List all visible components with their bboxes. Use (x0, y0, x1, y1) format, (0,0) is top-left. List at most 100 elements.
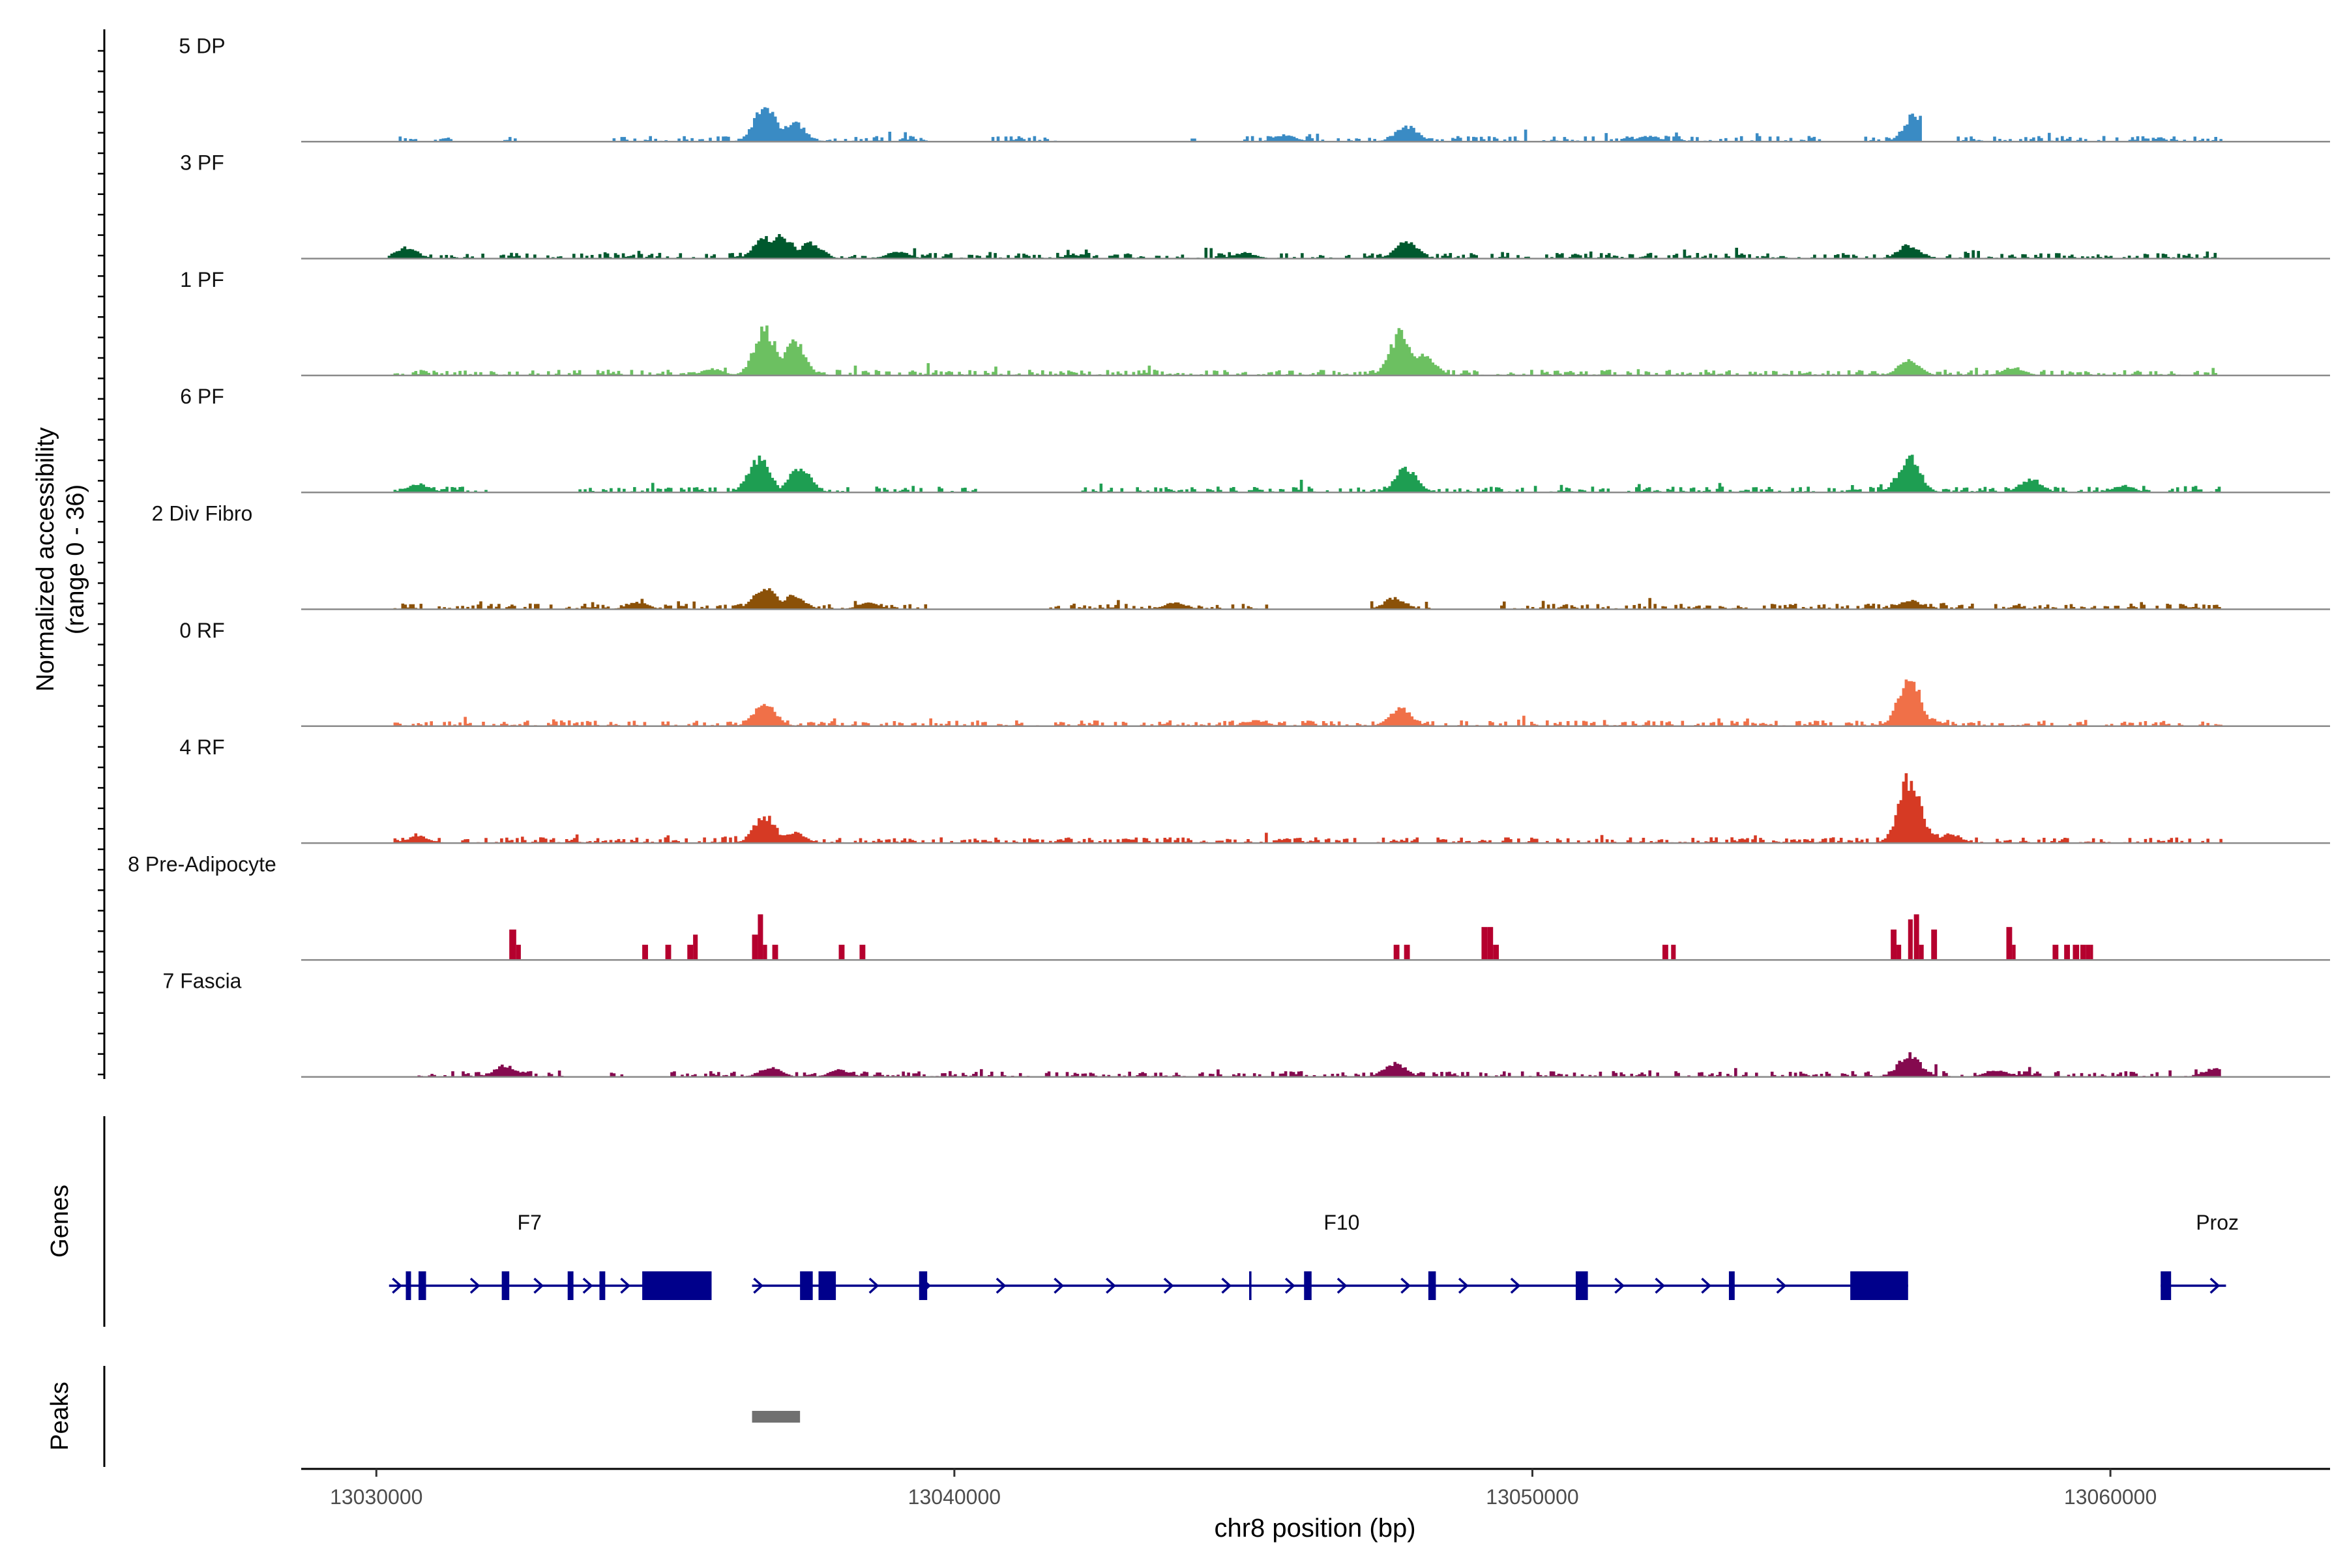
coverage-bar (2052, 945, 2059, 960)
genes-panel-title: Genes (46, 1185, 74, 1258)
x-tick-label: 13060000 (2064, 1485, 2157, 1509)
coverage-bar (838, 945, 845, 960)
gene-exon (642, 1271, 712, 1300)
coverage-area (387, 234, 2220, 259)
strand-arrow (1655, 1277, 1666, 1294)
gene-exon (919, 1271, 928, 1300)
track-label: 3 PF (180, 151, 224, 175)
strand-arrow (1284, 1277, 1295, 1294)
coverage-bar (859, 945, 866, 960)
peak-panel: Peaks (46, 1366, 801, 1467)
coverage-bar (687, 945, 694, 960)
coverage-bar (1919, 945, 1924, 960)
coverage-bar (1481, 926, 1488, 960)
strand-arrow (620, 1277, 631, 1294)
strand-arrow (2209, 1277, 2221, 1294)
track-2-div-fibro: 2 Div Fibro (152, 502, 2330, 610)
gene-f10: F10 (752, 1211, 1908, 1300)
coverage-bar (1671, 945, 1676, 960)
gene-proz: Proz (2161, 1211, 2239, 1300)
gene-label: F7 (518, 1211, 542, 1234)
gene-exon (818, 1271, 836, 1300)
gene-f7: F7 (389, 1211, 712, 1300)
gene-exon (1575, 1271, 1588, 1300)
coverage-bar (1897, 945, 1902, 960)
gene-panel: Genes F7 F10 Proz (46, 1116, 2239, 1327)
gene-exon (1850, 1271, 1908, 1300)
strand-arrow (1458, 1277, 1469, 1294)
track-3-pf: 3 PF (180, 151, 2330, 259)
coverage-area (402, 1052, 2221, 1077)
strand-arrow (868, 1277, 879, 1294)
strand-arrow (1054, 1277, 1065, 1294)
strand-arrow (996, 1277, 1007, 1294)
coverage-bar (1913, 914, 1919, 960)
track-label: 8 Pre-Adipocyte (128, 852, 276, 876)
gene-exon (1304, 1271, 1312, 1300)
strand-arrow (533, 1277, 544, 1294)
coverage-bar (1393, 945, 1400, 960)
coverage-bar (1931, 929, 1938, 960)
track-label: 7 Fascia (163, 969, 242, 993)
track-panel: 5 DP 3 PF 1 PF 6 PF 2 Div Fibro 0 RF 4 RF 8 Pre… (128, 34, 2330, 1078)
track-5-dp: 5 DP (179, 34, 2330, 143)
coverage-bar (516, 945, 521, 960)
coverage-bar (1908, 919, 1913, 960)
coverage-bar (1662, 945, 1668, 960)
strand-arrow (1106, 1277, 1116, 1294)
strand-arrow (1510, 1277, 1521, 1294)
gene-exon (501, 1271, 510, 1300)
track-0-rf: 0 RF (179, 619, 2330, 728)
coverage-area (393, 679, 2222, 727)
track-8-pre-adipocyte: 8 Pre-Adipocyte (128, 852, 2330, 961)
coverage-bar (1404, 945, 1410, 960)
axes: Normalized accessibility (range 0 - 36) 13… (32, 29, 2330, 1543)
coverage-bar (2064, 945, 2071, 960)
gene-label: Proz (2196, 1211, 2239, 1234)
strand-arrow (392, 1277, 402, 1294)
strand-arrow (1614, 1277, 1625, 1294)
coverage-bar (665, 945, 672, 960)
coverage-area (398, 107, 2222, 142)
coverage-area (393, 773, 2222, 844)
track-1-pf: 1 PF (180, 268, 2330, 377)
coverage-bar (693, 934, 698, 960)
y-axis-title-line2: (range 0 - 36) (62, 484, 89, 634)
track-label: 0 RF (179, 619, 224, 642)
coverage-bar (752, 934, 758, 960)
gene-exon (1428, 1271, 1436, 1300)
x-tick-label: 13030000 (330, 1485, 422, 1509)
peaks-panel-title: Peaks (46, 1382, 74, 1451)
gene-exon (1728, 1271, 1735, 1300)
coverage-area (393, 588, 2221, 610)
strand-arrow (753, 1277, 764, 1294)
gene-exon (599, 1271, 606, 1300)
coverage-bar (1493, 945, 1499, 960)
gene-label: F10 (1323, 1211, 1359, 1234)
strand-arrow (1336, 1277, 1348, 1294)
gene-exon (418, 1271, 426, 1300)
track-7-fascia: 7 Fascia (163, 969, 2330, 1078)
track-label: 4 RF (179, 735, 224, 759)
coverage-bar (758, 914, 763, 960)
strand-arrow (1163, 1277, 1174, 1294)
strand-arrow (1221, 1277, 1232, 1294)
strand-arrow (1776, 1277, 1787, 1294)
coverage-bar (763, 945, 767, 960)
gene-exon (567, 1271, 574, 1300)
coverage-bar (2080, 945, 2086, 960)
coverage-area (393, 454, 2221, 493)
x-axis-title: chr8 position (bp) (1214, 1514, 1415, 1543)
peak-region (752, 1411, 801, 1423)
coverage-bar (1487, 926, 1494, 960)
coverage-bar (2006, 926, 2013, 960)
coverage-area (393, 325, 2217, 376)
track-6-pf: 6 PF (180, 385, 2330, 494)
coverage-bar (509, 929, 516, 960)
y-axis-title: Normalized accessibility (range 0 - 36) (32, 427, 89, 691)
coverage-bar (2012, 945, 2016, 960)
coverage-bar (2090, 945, 2093, 960)
gene-exon (406, 1271, 411, 1300)
